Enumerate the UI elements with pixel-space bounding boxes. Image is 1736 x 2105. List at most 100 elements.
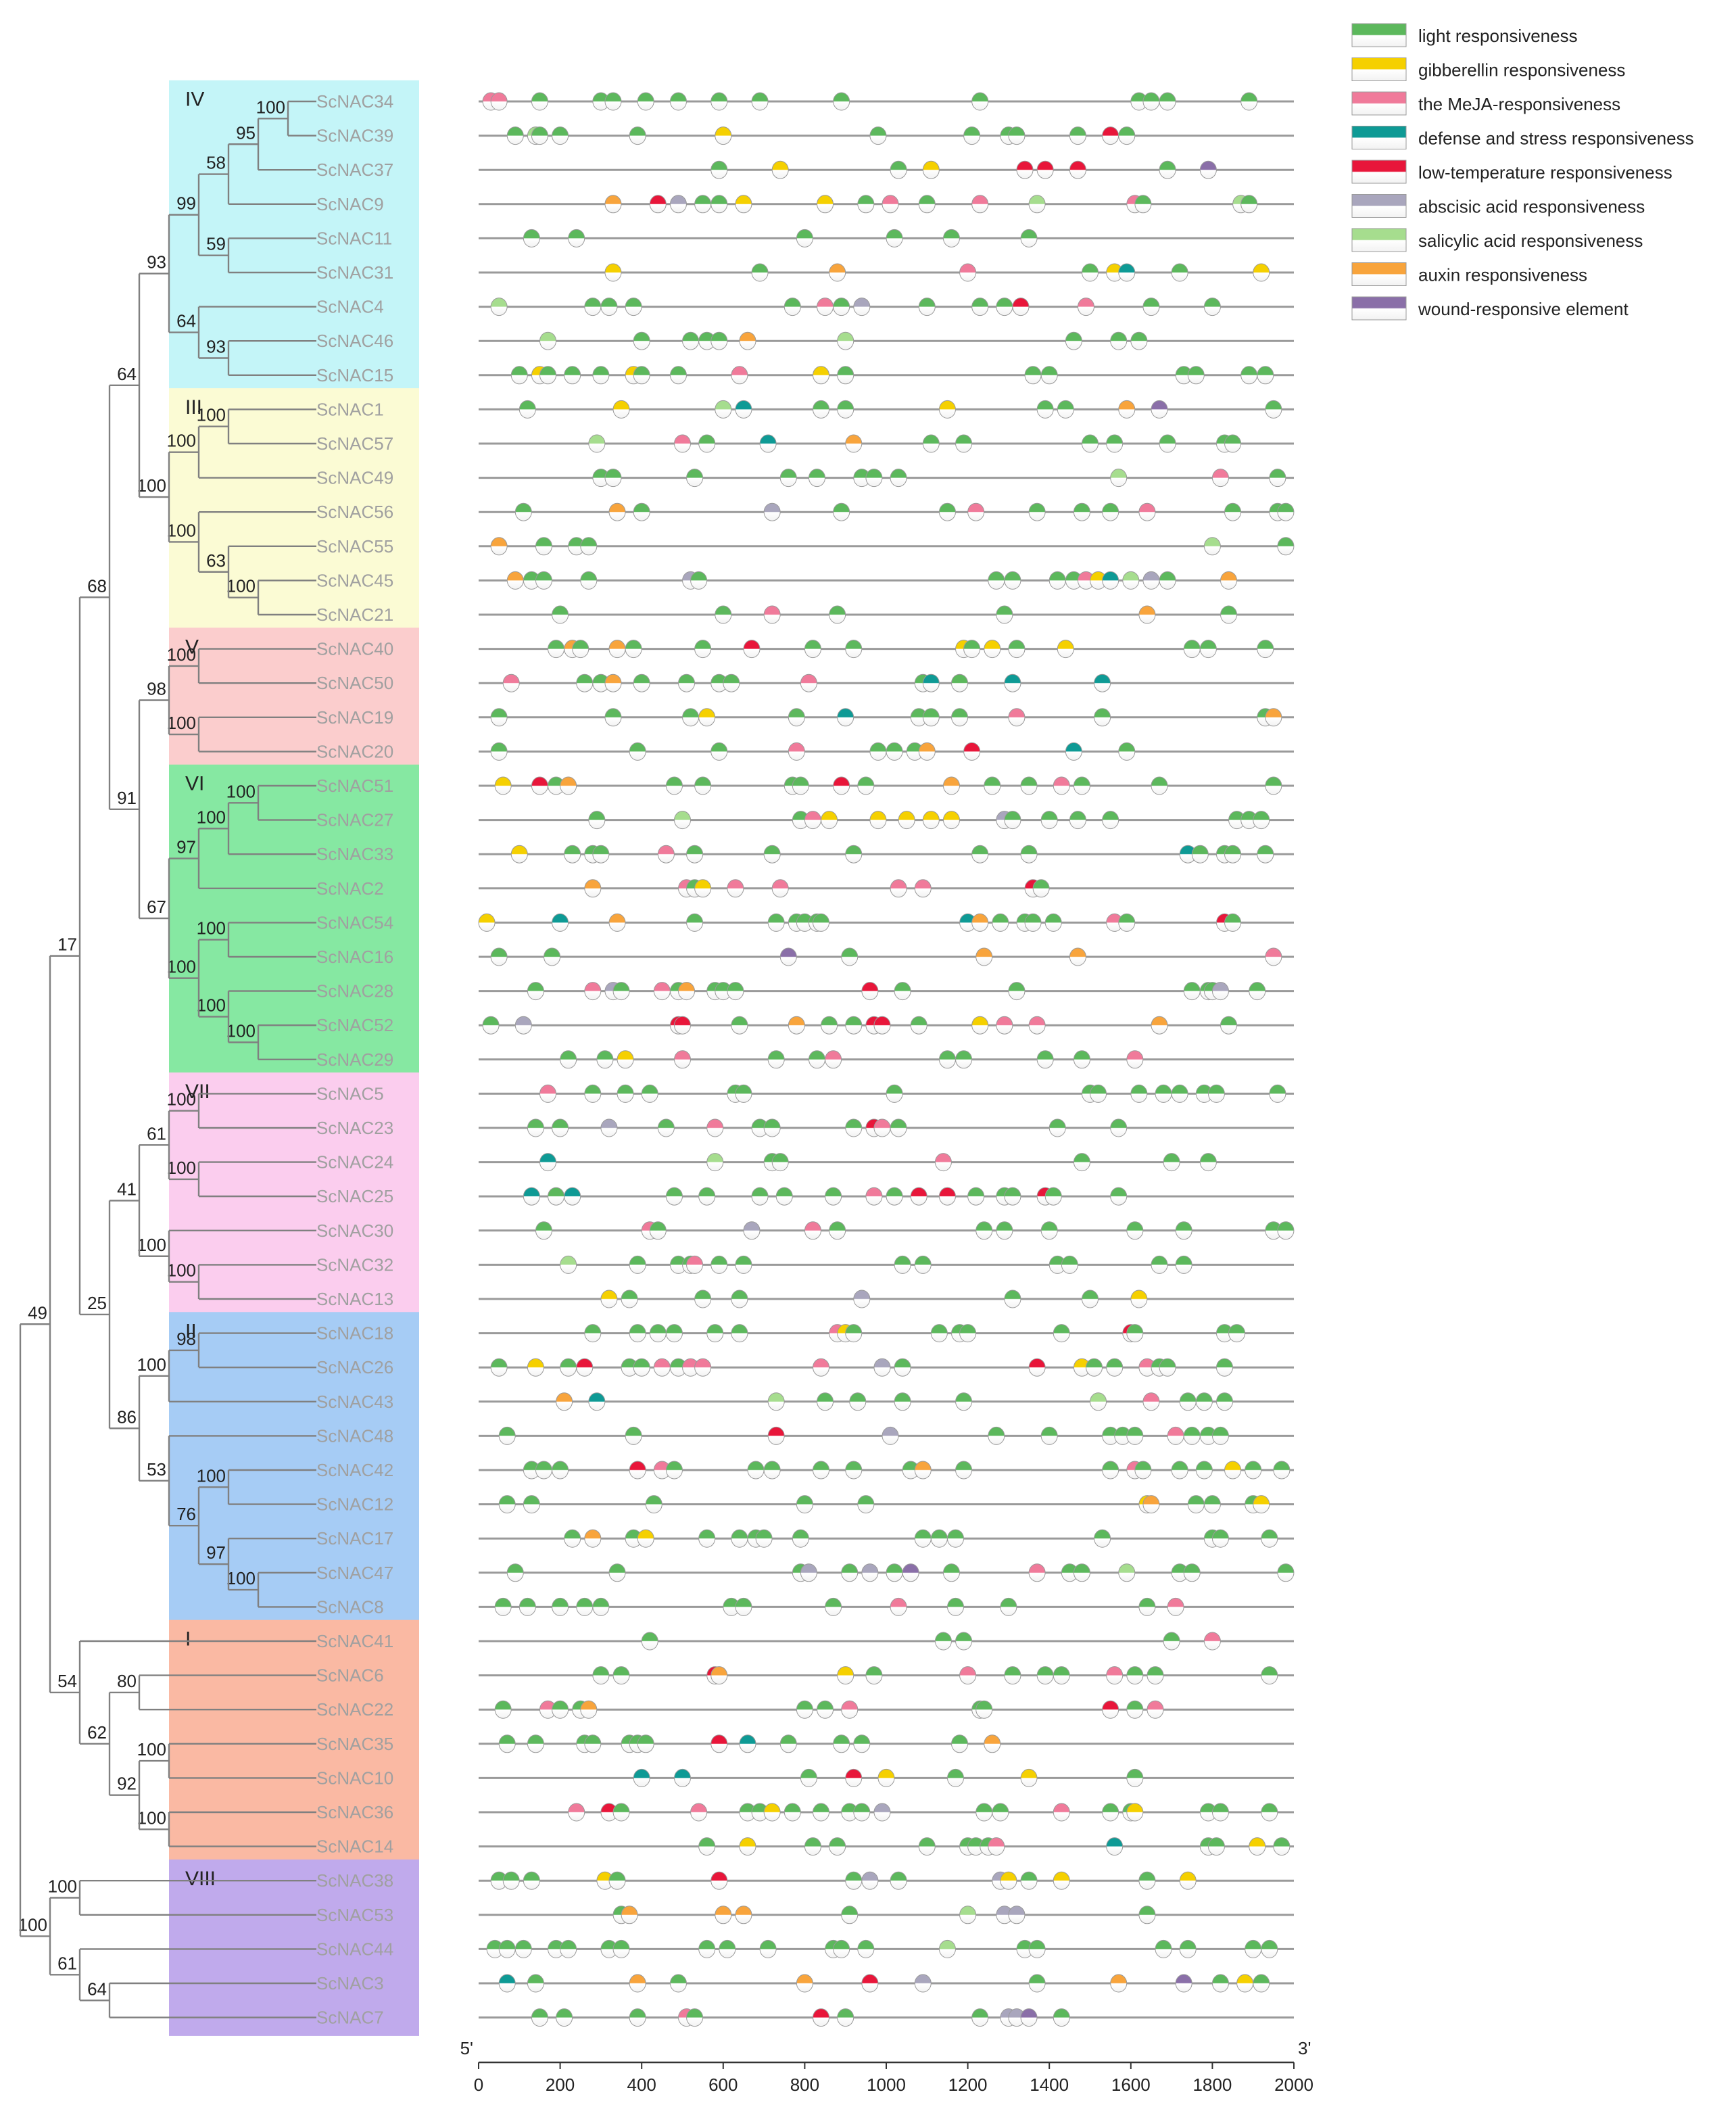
- cis-element-gibberellin: [971, 1016, 989, 1035]
- cis-element-light: [1000, 1597, 1017, 1616]
- cis-element-light: [694, 1290, 712, 1308]
- bootstrap-value: 68: [87, 575, 107, 596]
- cis-element-light: [841, 947, 859, 966]
- gene-label: ScNAC15: [316, 365, 393, 385]
- cis-element-light: [1224, 502, 1242, 521]
- cis-element-defense: [498, 1974, 516, 1993]
- cis-element-light: [592, 1597, 610, 1616]
- gene-row: ScNAC8: [316, 1597, 1294, 1617]
- gene-label: ScNAC26: [316, 1357, 393, 1377]
- cis-element-lowtemp: [767, 1426, 785, 1445]
- cis-element-light: [1240, 92, 1258, 111]
- bootstrap-value: 49: [28, 1302, 47, 1323]
- gene-label: ScNAC55: [316, 536, 393, 557]
- gene-row: ScNAC22: [316, 1699, 1294, 1720]
- cis-element-gibberellin: [877, 1768, 895, 1787]
- gene-label: ScNAC43: [316, 1392, 393, 1412]
- bootstrap-value: 62: [87, 1722, 107, 1743]
- cis-element-meja: [1265, 947, 1282, 966]
- cis-element-light: [665, 776, 683, 795]
- cis-element-light: [531, 126, 548, 145]
- bootstrap-value: 64: [176, 311, 196, 331]
- cis-element-meja: [674, 1050, 691, 1069]
- cis-element-meja: [657, 845, 675, 864]
- cis-element-light: [535, 1221, 552, 1240]
- cis-element-light: [1048, 571, 1066, 590]
- bootstrap-value: 100: [197, 918, 226, 939]
- cis-element-light: [678, 673, 696, 692]
- gene-label: ScNAC40: [316, 639, 393, 659]
- gene-label: ScNAC41: [316, 1631, 393, 1651]
- cis-element-light: [938, 502, 956, 521]
- cis-element-light: [825, 1597, 842, 1616]
- cis-element-meja: [1167, 1597, 1184, 1616]
- legend-label: abscisic acid responsiveness: [1418, 197, 1645, 217]
- gene-row: ScNAC21: [316, 605, 1294, 625]
- cis-element-gibberellin: [1253, 1495, 1270, 1514]
- cis-element-light: [894, 1255, 911, 1274]
- cis-element-light: [1257, 640, 1274, 659]
- cis-element-light: [612, 1666, 630, 1685]
- cis-element-light: [890, 1118, 907, 1137]
- cis-element-auxin: [604, 673, 622, 692]
- cis-element-light: [596, 1050, 614, 1069]
- cis-element-light: [796, 1700, 813, 1719]
- cis-element-light: [1118, 126, 1136, 145]
- gene-label: ScNAC39: [316, 126, 393, 146]
- cis-element-light: [886, 1084, 903, 1103]
- cis-element-lowtemp: [873, 1016, 891, 1035]
- cis-element-gibberellin: [1253, 263, 1270, 282]
- cis-element-light: [1261, 1666, 1278, 1685]
- cis-element-light: [1082, 1290, 1099, 1308]
- legend: light responsiveness gibberellin responsi…: [1351, 23, 1694, 321]
- gene-row: ScNAC51: [316, 776, 1294, 796]
- gene-label: ScNAC14: [316, 1837, 393, 1857]
- gene-row: ScNAC34: [316, 91, 1294, 112]
- cis-element-light: [1224, 434, 1242, 453]
- cis-element-light: [641, 1632, 658, 1651]
- cis-element-light: [857, 195, 875, 214]
- gene-row: ScNAC44: [316, 1939, 1294, 1959]
- gene-label: ScNAC35: [316, 1734, 393, 1754]
- cis-element-light: [1159, 571, 1176, 590]
- cis-element-light: [1069, 126, 1086, 145]
- legend-swatch-lowtemp: [1351, 160, 1407, 184]
- cis-element-light: [857, 1939, 875, 1958]
- bootstrap-value: 61: [57, 1953, 77, 1973]
- cis-element-light: [1183, 982, 1201, 1001]
- cis-element-light: [1036, 1050, 1054, 1069]
- cis-element-auxin: [506, 571, 524, 590]
- cis-element-meja: [1126, 1050, 1144, 1069]
- cis-element-light: [523, 1871, 540, 1890]
- cis-element-light: [845, 1118, 863, 1137]
- cis-element-light: [1159, 1358, 1176, 1377]
- cis-element-light: [633, 502, 650, 521]
- cis-element-light: [731, 1290, 748, 1308]
- cis-element-light: [1265, 400, 1282, 419]
- cis-element-light: [710, 331, 728, 350]
- cis-element-light: [1073, 502, 1090, 521]
- cis-element-light: [1086, 1358, 1103, 1377]
- cis-element-light: [996, 298, 1013, 316]
- cis-element-light: [1224, 913, 1242, 932]
- cis-element-light: [988, 1426, 1005, 1445]
- cis-element-lowtemp: [910, 1187, 927, 1206]
- gene-row: ScNAC1: [316, 399, 1294, 419]
- cis-element-lowtemp: [1036, 160, 1054, 179]
- cis-element-light: [1094, 1529, 1111, 1548]
- cis-element-lowtemp: [649, 195, 667, 214]
- cis-element-light: [813, 1461, 830, 1480]
- cis-element-auxin: [1265, 708, 1282, 727]
- cis-element-light: [506, 1563, 524, 1582]
- cis-element-light: [1004, 811, 1021, 830]
- cis-element-light: [1044, 1187, 1062, 1206]
- cis-element-meja: [800, 673, 817, 692]
- cis-element-light: [788, 708, 805, 727]
- gene-row: ScNAC17: [316, 1528, 1294, 1548]
- gene-row: ScNAC48: [316, 1425, 1294, 1446]
- cis-element-auxin: [490, 537, 508, 556]
- gene-row: ScNAC2: [316, 878, 1294, 899]
- cis-element-meja: [1167, 1426, 1184, 1445]
- cis-element-light: [649, 1324, 667, 1343]
- gene-label: ScNAC37: [316, 160, 393, 180]
